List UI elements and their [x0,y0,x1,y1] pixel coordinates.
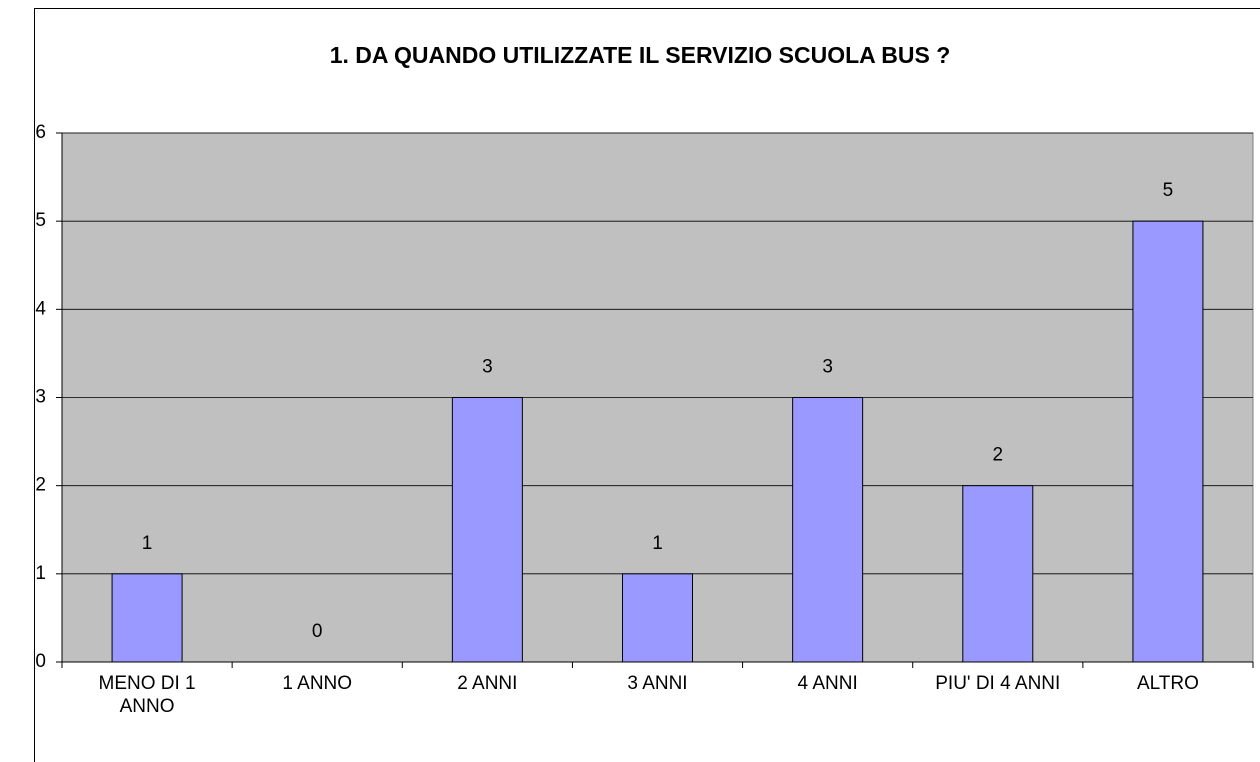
data-label: 0 [312,621,323,642]
data-label: 3 [822,357,833,378]
y-tick-label: 6 [35,122,46,143]
y-tick-label: 5 [35,210,46,231]
y-tick-label: 2 [35,475,46,496]
y-tick-label: 0 [35,651,46,672]
bar [1132,220,1204,663]
data-label: 2 [992,445,1003,466]
y-tick-label: 3 [35,387,46,408]
bar [962,485,1034,663]
bar [111,573,183,663]
bar [622,573,693,663]
x-tick-label: 2 ANNI [457,673,518,694]
x-tick-label: MENO DI 1 ANNO [98,673,196,717]
y-tick-label: 4 [35,298,46,319]
x-tick-label: 3 ANNI [627,673,688,694]
x-tick-label: 1 ANNO [282,673,353,694]
x-tick-label: PIU' DI 4 ANNI [935,673,1061,694]
chart-title: 1. DA QUANDO UTILIZZATE IL SERVIZIO SCUO… [330,42,951,68]
x-tick-label: 4 ANNI [797,673,858,694]
data-label: 1 [142,533,153,554]
x-tick-label: ALTRO [1136,673,1199,694]
y-tick-label: 1 [35,563,46,584]
data-label: 5 [1163,180,1174,201]
data-label: 1 [652,533,663,554]
data-label: 3 [482,357,493,378]
bar [451,397,523,663]
bar [792,397,864,663]
